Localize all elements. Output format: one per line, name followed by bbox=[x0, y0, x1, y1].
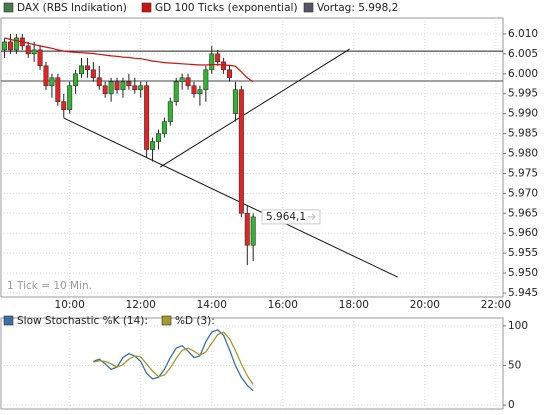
candle-body bbox=[191, 85, 197, 95]
y-tick-label: 6.005 bbox=[508, 48, 538, 60]
candle-body bbox=[185, 77, 191, 87]
legend-label: GD 100 Ticks (exponential) bbox=[155, 2, 298, 14]
trend-line bbox=[159, 48, 350, 168]
y-tick-label: 5.955 bbox=[508, 247, 538, 259]
candle-body bbox=[73, 73, 79, 87]
y-tick-label: 50 bbox=[508, 359, 521, 371]
candle-body bbox=[238, 89, 244, 214]
y-tick-label: 5.990 bbox=[508, 108, 538, 120]
legend-label: Slow Stochastic %K (14): bbox=[17, 315, 148, 327]
legend-swatch bbox=[303, 2, 314, 13]
candle-body bbox=[90, 69, 96, 79]
x-tick-label: 14:00 bbox=[197, 299, 227, 311]
last-price-label: 5.964,1 bbox=[266, 211, 306, 223]
candle-body bbox=[138, 85, 144, 91]
candle-body bbox=[43, 65, 49, 87]
y-tick-label: 5.975 bbox=[508, 167, 538, 179]
y-tick-label: 6.010 bbox=[508, 28, 538, 40]
candle-body bbox=[13, 37, 19, 51]
y-tick-label: 5.985 bbox=[508, 128, 538, 140]
legend-label: %D (3): bbox=[175, 315, 215, 327]
x-tick-label: 12:00 bbox=[126, 299, 156, 311]
y-tick-label: 5.980 bbox=[508, 148, 538, 160]
candle-body bbox=[108, 81, 114, 95]
candle-body bbox=[179, 77, 185, 83]
legend-swatch bbox=[141, 2, 152, 13]
y-tick-label: 5.970 bbox=[508, 187, 538, 199]
candle-body bbox=[155, 133, 161, 142]
x-tick-label: 10:00 bbox=[55, 299, 85, 311]
candle-body bbox=[61, 101, 67, 110]
x-tick-label: 16:00 bbox=[268, 299, 298, 311]
candle-body bbox=[2, 41, 8, 51]
candle-body bbox=[96, 77, 102, 87]
candle-body bbox=[55, 77, 61, 102]
last-price-arrow bbox=[308, 213, 316, 221]
y-tick-label: 5.965 bbox=[508, 207, 538, 219]
candle-body bbox=[79, 65, 85, 75]
y-tick-label: 6.000 bbox=[508, 68, 538, 80]
legend-label: DAX (RBS Indikation) bbox=[17, 2, 127, 14]
line-series bbox=[4, 37, 254, 83]
candle-body bbox=[37, 49, 43, 67]
stochastic-panel bbox=[0, 317, 504, 410]
candle-body bbox=[232, 89, 238, 114]
candle-body bbox=[120, 81, 126, 91]
candle-body bbox=[197, 89, 203, 95]
candle-body bbox=[144, 85, 150, 150]
legend-label: Vortag: 5.998,2 bbox=[317, 2, 398, 14]
line-series bbox=[93, 329, 254, 392]
trend-line bbox=[63, 117, 398, 278]
candle-body bbox=[132, 85, 138, 91]
candle-body bbox=[25, 45, 31, 55]
legend-swatch bbox=[3, 315, 14, 326]
last-price-box bbox=[261, 209, 321, 225]
y-tick-label: 5.960 bbox=[508, 227, 538, 239]
x-tick-label: 20:00 bbox=[410, 299, 440, 311]
y-tick-label: 100 bbox=[508, 320, 528, 332]
legend-swatch bbox=[161, 315, 172, 326]
candle-body bbox=[49, 77, 55, 87]
candle-body bbox=[244, 213, 250, 246]
y-tick-label: 5.995 bbox=[508, 88, 538, 100]
price-panel bbox=[0, 17, 504, 298]
x-tick-label: 18:00 bbox=[339, 299, 369, 311]
candle-body bbox=[173, 81, 179, 103]
x-tick-label: 22:00 bbox=[481, 299, 511, 311]
candle-body bbox=[203, 69, 209, 91]
legend-swatch bbox=[3, 2, 14, 13]
candle-body bbox=[209, 53, 215, 71]
candle-body bbox=[114, 81, 120, 91]
line-series bbox=[93, 331, 254, 385]
candle-body bbox=[67, 85, 73, 110]
y-tick-label: 5.950 bbox=[508, 267, 538, 279]
y-tick-label: 0 bbox=[508, 399, 515, 411]
candle-body bbox=[126, 81, 132, 87]
candle-body bbox=[84, 65, 90, 71]
candle-body bbox=[221, 61, 227, 71]
candle-body bbox=[215, 53, 221, 63]
candle-body bbox=[227, 69, 233, 79]
candle-body bbox=[102, 85, 108, 95]
candle-body bbox=[250, 216, 256, 246]
candle-body bbox=[7, 41, 13, 51]
candle-body bbox=[161, 121, 167, 134]
note: 1 Tick = 10 Min. bbox=[7, 280, 92, 292]
candle-body bbox=[31, 49, 37, 55]
candle-body bbox=[167, 101, 173, 122]
y-tick-label: 5.945 bbox=[508, 287, 538, 299]
candle-body bbox=[150, 141, 156, 150]
